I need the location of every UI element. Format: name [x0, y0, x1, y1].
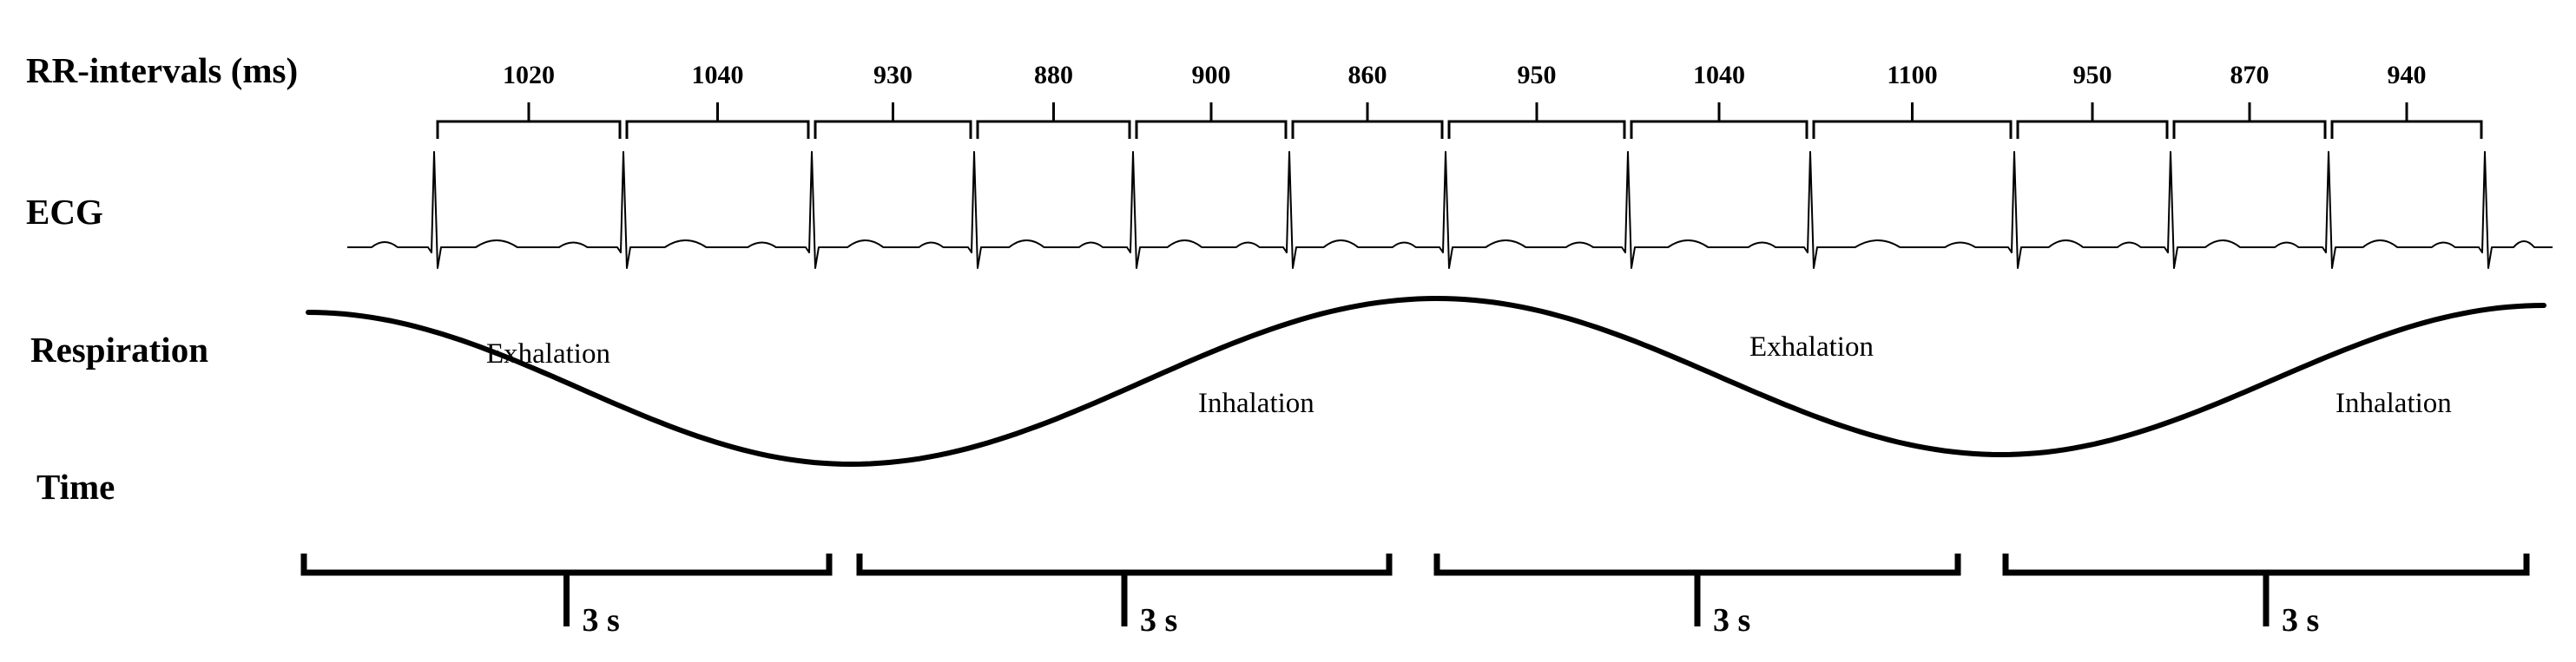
time-bracket [1433, 554, 1961, 626]
rr-bracket [1291, 102, 1444, 139]
rr-interval-value: 940 [2388, 61, 2427, 89]
rr-interval-value: 950 [1518, 61, 1557, 89]
rr-interval-value: 880 [1034, 61, 1073, 89]
time-segment-label: 3 s [2282, 602, 2319, 639]
time-label: Time [36, 467, 115, 507]
rr-interval-value: 1020 [503, 61, 555, 89]
rr-bracket [436, 102, 622, 139]
time-bracket [2002, 554, 2530, 626]
phase-label-exhalation-2: Exhalation [1749, 331, 1874, 363]
rr-bracket [814, 102, 972, 139]
rr-bracket [1447, 102, 1626, 139]
rr-interval-value: 900 [1192, 61, 1231, 89]
ecg-label: ECG [26, 192, 103, 232]
rr-interval-value: 870 [2230, 61, 2270, 89]
rr-bracket [1630, 102, 1808, 139]
ecg-trace [347, 151, 2553, 269]
time-segment-label: 3 s [583, 602, 620, 639]
rr-bracket [1812, 102, 2013, 139]
phase-label-inhalation-1: Inhalation [1198, 388, 1314, 419]
rr-bracket [1135, 102, 1288, 139]
phase-label-exhalation-1: Exhalation [486, 338, 610, 370]
rr-interval-value: 930 [873, 61, 912, 89]
rr-bracket [2016, 102, 2169, 139]
time-segment-label: 3 s [1140, 602, 1177, 639]
rr-interval-value: 860 [1348, 61, 1387, 89]
rr-bracket [2172, 102, 2327, 139]
rr-interval-value: 1040 [1693, 61, 1745, 89]
respiration-label: Respiration [30, 330, 208, 370]
rr-intervals-label: RR-intervals (ms) [26, 50, 298, 90]
time-bracket [300, 554, 833, 626]
rr-bracket [625, 102, 810, 139]
rr-interval-value: 1040 [692, 61, 744, 89]
time-bracket [856, 554, 1393, 626]
time-brackets: 3 s 3 s 3 s 3 s [300, 554, 2530, 639]
rr-interval-value: 950 [2073, 61, 2112, 89]
phase-label-inhalation-2: Inhalation [2336, 388, 2452, 419]
respiration-curve [306, 295, 2546, 468]
rr-bracket [976, 102, 1131, 139]
rr-interval-brackets: 1020 1040 930 880 900 860 950 1040 1100 950 870 940 [436, 61, 2483, 139]
rr-bracket [2330, 102, 2483, 139]
time-segment-label: 3 s [1713, 602, 1750, 639]
rr-interval-value: 1100 [1887, 61, 1937, 89]
